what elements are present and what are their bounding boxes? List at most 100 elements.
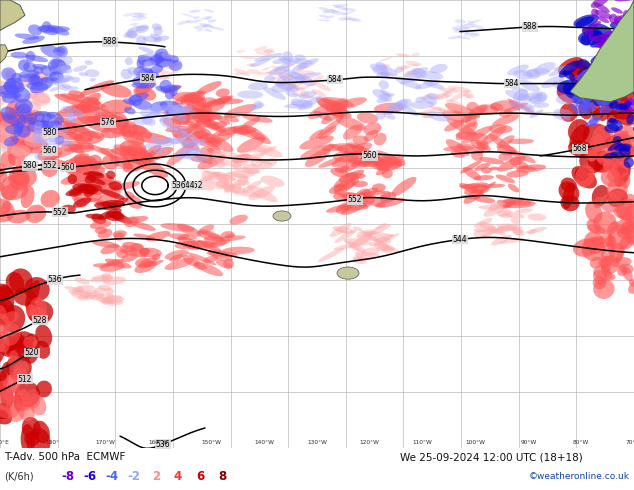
- Ellipse shape: [155, 56, 164, 63]
- Text: 160°W: 160°W: [148, 441, 169, 445]
- Ellipse shape: [332, 11, 347, 15]
- Ellipse shape: [127, 26, 148, 32]
- Ellipse shape: [576, 16, 594, 27]
- Ellipse shape: [482, 126, 507, 145]
- Text: 2: 2: [152, 469, 160, 483]
- Ellipse shape: [224, 104, 257, 118]
- Ellipse shape: [178, 147, 193, 157]
- Ellipse shape: [171, 130, 200, 151]
- Ellipse shape: [471, 150, 483, 161]
- Ellipse shape: [331, 108, 344, 119]
- Ellipse shape: [172, 92, 197, 105]
- Ellipse shape: [353, 255, 375, 260]
- Ellipse shape: [574, 168, 588, 181]
- Ellipse shape: [598, 54, 613, 67]
- Ellipse shape: [72, 105, 110, 133]
- Ellipse shape: [79, 184, 98, 195]
- Ellipse shape: [609, 14, 618, 24]
- Ellipse shape: [106, 295, 122, 299]
- Ellipse shape: [68, 153, 89, 167]
- Ellipse shape: [333, 178, 359, 192]
- Ellipse shape: [358, 193, 385, 207]
- Ellipse shape: [200, 99, 226, 114]
- Ellipse shape: [163, 85, 182, 94]
- Ellipse shape: [193, 130, 210, 140]
- Ellipse shape: [274, 81, 283, 86]
- Ellipse shape: [309, 129, 323, 140]
- Ellipse shape: [204, 9, 214, 13]
- Ellipse shape: [98, 209, 122, 220]
- Ellipse shape: [165, 126, 190, 132]
- Ellipse shape: [372, 65, 389, 74]
- Ellipse shape: [6, 337, 27, 356]
- Ellipse shape: [27, 122, 51, 134]
- Ellipse shape: [105, 211, 124, 221]
- Ellipse shape: [269, 66, 290, 75]
- Ellipse shape: [68, 90, 85, 98]
- Ellipse shape: [205, 17, 211, 20]
- Ellipse shape: [443, 109, 455, 114]
- Ellipse shape: [183, 131, 204, 148]
- Ellipse shape: [6, 272, 24, 295]
- Ellipse shape: [210, 26, 224, 30]
- Ellipse shape: [41, 157, 58, 177]
- Text: 4: 4: [174, 469, 182, 483]
- Ellipse shape: [159, 77, 172, 80]
- Ellipse shape: [0, 314, 10, 336]
- Ellipse shape: [344, 238, 372, 246]
- Ellipse shape: [150, 34, 162, 40]
- Ellipse shape: [279, 73, 299, 84]
- Ellipse shape: [73, 161, 104, 173]
- Ellipse shape: [305, 148, 330, 167]
- Ellipse shape: [165, 55, 179, 64]
- Ellipse shape: [463, 167, 481, 180]
- Ellipse shape: [448, 110, 470, 122]
- Ellipse shape: [437, 93, 450, 98]
- Ellipse shape: [552, 83, 574, 98]
- Ellipse shape: [0, 331, 10, 353]
- Ellipse shape: [94, 177, 112, 184]
- Ellipse shape: [72, 285, 94, 292]
- Ellipse shape: [282, 75, 294, 83]
- Ellipse shape: [187, 252, 216, 265]
- Ellipse shape: [135, 258, 152, 268]
- Ellipse shape: [458, 36, 470, 40]
- Ellipse shape: [400, 66, 408, 70]
- Ellipse shape: [30, 77, 54, 93]
- Ellipse shape: [161, 52, 172, 59]
- Ellipse shape: [242, 114, 273, 123]
- Ellipse shape: [581, 69, 595, 80]
- Ellipse shape: [311, 89, 327, 98]
- Ellipse shape: [114, 232, 125, 241]
- Ellipse shape: [230, 215, 248, 224]
- Ellipse shape: [300, 144, 334, 160]
- Ellipse shape: [427, 111, 450, 122]
- Ellipse shape: [614, 144, 631, 152]
- Ellipse shape: [136, 68, 153, 79]
- Ellipse shape: [558, 81, 569, 87]
- Ellipse shape: [415, 97, 425, 103]
- Ellipse shape: [234, 180, 250, 186]
- Ellipse shape: [51, 159, 80, 172]
- Ellipse shape: [47, 26, 70, 33]
- Ellipse shape: [613, 102, 634, 126]
- Ellipse shape: [585, 27, 593, 37]
- Ellipse shape: [477, 104, 499, 115]
- Ellipse shape: [0, 286, 15, 302]
- Ellipse shape: [455, 19, 466, 24]
- Ellipse shape: [182, 96, 204, 102]
- Ellipse shape: [584, 231, 604, 254]
- Ellipse shape: [86, 116, 108, 124]
- Ellipse shape: [101, 123, 131, 138]
- Ellipse shape: [186, 111, 198, 119]
- Ellipse shape: [29, 301, 53, 324]
- Ellipse shape: [67, 162, 100, 174]
- Ellipse shape: [247, 155, 273, 165]
- Ellipse shape: [604, 124, 619, 133]
- Ellipse shape: [61, 84, 71, 89]
- Ellipse shape: [376, 72, 393, 75]
- Ellipse shape: [28, 24, 42, 36]
- Ellipse shape: [224, 115, 239, 122]
- Ellipse shape: [247, 186, 278, 202]
- Ellipse shape: [599, 96, 618, 106]
